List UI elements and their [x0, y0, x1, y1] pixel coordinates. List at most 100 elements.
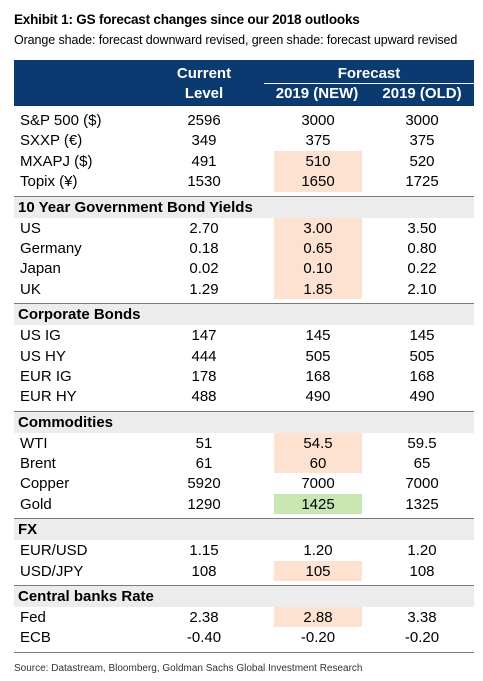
new-forecast-cell: 2.88: [274, 607, 362, 628]
row-label: Gold: [20, 495, 52, 513]
old-forecast-cell: 1725: [405, 173, 439, 191]
old-forecast-cell: 0.22: [407, 260, 437, 278]
section-title: FX: [18, 521, 38, 539]
old-forecast-cell: 108: [409, 562, 435, 580]
table-row: EUR/USD 1.15 1.20 1.20: [14, 540, 474, 560]
source-note: Source: Datastream, Bloomberg, Goldman S…: [14, 663, 363, 674]
table-row: USD/JPY 108 105 108: [14, 560, 474, 582]
new-forecast-cell: 1650: [274, 171, 362, 192]
current-level-cell: 2596: [187, 112, 221, 129]
forecast-header: Forecast: [337, 65, 401, 82]
current-level-cell: 0.18: [189, 239, 219, 257]
section-title: Commodities: [18, 413, 114, 431]
table-header: Current Level Forecast 2019 (NEW) 2019 (…: [14, 60, 474, 106]
row-label: MXAPJ ($): [20, 152, 93, 170]
current-level-cell: 491: [191, 152, 217, 170]
current-level-cell: 5920: [187, 475, 221, 493]
row-label: US: [20, 219, 41, 237]
new-forecast-cell: 3.00: [274, 217, 362, 238]
new-forecast-cell: 3000: [301, 112, 335, 129]
current-level-cell: -0.40: [186, 629, 222, 647]
table-row: SXXP (€) 349 375 375: [14, 130, 474, 150]
table-row: S&P 500 ($) 2596 3000 3000: [14, 110, 474, 130]
current-level-cell: 51: [195, 434, 213, 452]
old-forecast-cell: 520: [409, 152, 435, 170]
old-forecast-cell: 7000: [405, 475, 439, 493]
row-label: ECB: [20, 629, 51, 647]
table-row: Fed 2.38 2.88 3.38: [14, 607, 474, 628]
new-forecast-cell: 7000: [301, 475, 335, 493]
current-level-cell: 61: [195, 455, 213, 473]
current-level-cell: 349: [191, 132, 217, 150]
row-label: WTI: [20, 434, 48, 452]
old-forecast-cell: 490: [409, 388, 435, 406]
old-forecast-cell: 65: [413, 455, 431, 473]
table-row: MXAPJ ($) 491 510 520: [14, 150, 474, 172]
row-label: US HY: [20, 347, 66, 365]
current-level-cell: 0.02: [189, 260, 219, 278]
table-row: Copper 5920 7000 7000: [14, 473, 474, 493]
old-forecast-cell: 0.80: [407, 239, 437, 257]
row-label: Copper: [20, 475, 70, 493]
spacer: [14, 648, 474, 652]
new-forecast-cell: 0.65: [274, 237, 362, 259]
new-forecast-cell: 1.20: [303, 542, 333, 560]
section-header: 10 Year Government Bond Yields: [14, 195, 474, 218]
table-row: Germany 0.18 0.65 0.80: [14, 237, 474, 259]
row-label: S&P 500 ($): [20, 112, 102, 129]
current-level-cell: 108: [191, 562, 217, 580]
old-forecast-cell: 2.10: [407, 280, 437, 298]
row-label: EUR IG: [20, 367, 72, 385]
table-row: Japan 0.02 0.10 0.22: [14, 258, 474, 279]
current-level-cell: 147: [191, 327, 217, 345]
old-forecast-cell: 3.38: [407, 609, 437, 627]
row-label: USD/JPY: [20, 562, 84, 580]
row-label: UK: [20, 280, 41, 298]
new-forecast-cell: 145: [305, 327, 331, 345]
section-title: Central banks Rate: [18, 588, 154, 606]
row-label: Brent: [20, 455, 56, 473]
new-forecast-cell: 510: [274, 150, 362, 172]
old-forecast-cell: 1325: [405, 495, 439, 513]
new-forecast-cell: 60: [274, 453, 362, 474]
row-label: Topix (¥): [20, 173, 78, 191]
exhibit-subtitle: Orange shade: forecast downward revised,…: [14, 33, 458, 47]
new-forecast-header: 2019 (NEW): [275, 85, 359, 102]
old-forecast-cell: 145: [409, 327, 435, 345]
row-label: Japan: [20, 260, 61, 278]
new-forecast-cell: 168: [305, 367, 331, 385]
table-row: UK 1.29 1.85 2.10: [14, 278, 474, 300]
new-forecast-cell: 505: [305, 347, 331, 365]
table-row: EUR IG 178 168 168: [14, 366, 474, 386]
exhibit-title: Exhibit 1: GS forecast changes since our…: [14, 12, 360, 27]
section-header: Corporate Bonds: [14, 303, 474, 326]
old-forecast-cell: 168: [409, 367, 435, 385]
old-forecast-cell: 1.20: [407, 542, 437, 560]
table-row: US IG 147 145 145: [14, 325, 474, 345]
new-forecast-cell: 490: [305, 388, 331, 406]
new-forecast-cell: -0.20: [300, 629, 336, 647]
table-row: WTI 51 54.5 59.5: [14, 432, 474, 454]
forecast-divider: [264, 83, 474, 84]
table-row: Gold 1290 1425 1325: [14, 493, 474, 515]
current-header-line2: Level: [184, 85, 224, 102]
current-level-cell: 178: [191, 367, 217, 385]
current-level-cell: 2.38: [189, 609, 219, 627]
new-forecast-cell: 0.10: [274, 258, 362, 279]
row-label: EUR HY: [20, 388, 77, 406]
old-forecast-cell: -0.20: [404, 629, 440, 647]
old-forecast-cell: 375: [409, 132, 435, 150]
row-label: Fed: [20, 609, 46, 627]
current-level-cell: 1290: [187, 495, 221, 513]
table-body: S&P 500 ($) 2596 3000 3000 SXXP (€) 349 375 375…: [14, 106, 474, 652]
table-row: EUR HY 488 490 490: [14, 386, 474, 406]
section-header: FX: [14, 518, 474, 541]
row-label: Germany: [20, 239, 82, 257]
old-forecast-cell: 3.50: [407, 219, 437, 237]
table-row: US 2.70 3.00 3.50: [14, 217, 474, 238]
new-forecast-cell: 1.85: [274, 278, 362, 300]
new-forecast-cell: 375: [305, 132, 331, 150]
current-level-cell: 488: [191, 388, 217, 406]
old-forecast-cell: 505: [409, 347, 435, 365]
section-header: Central banks Rate: [14, 585, 474, 608]
